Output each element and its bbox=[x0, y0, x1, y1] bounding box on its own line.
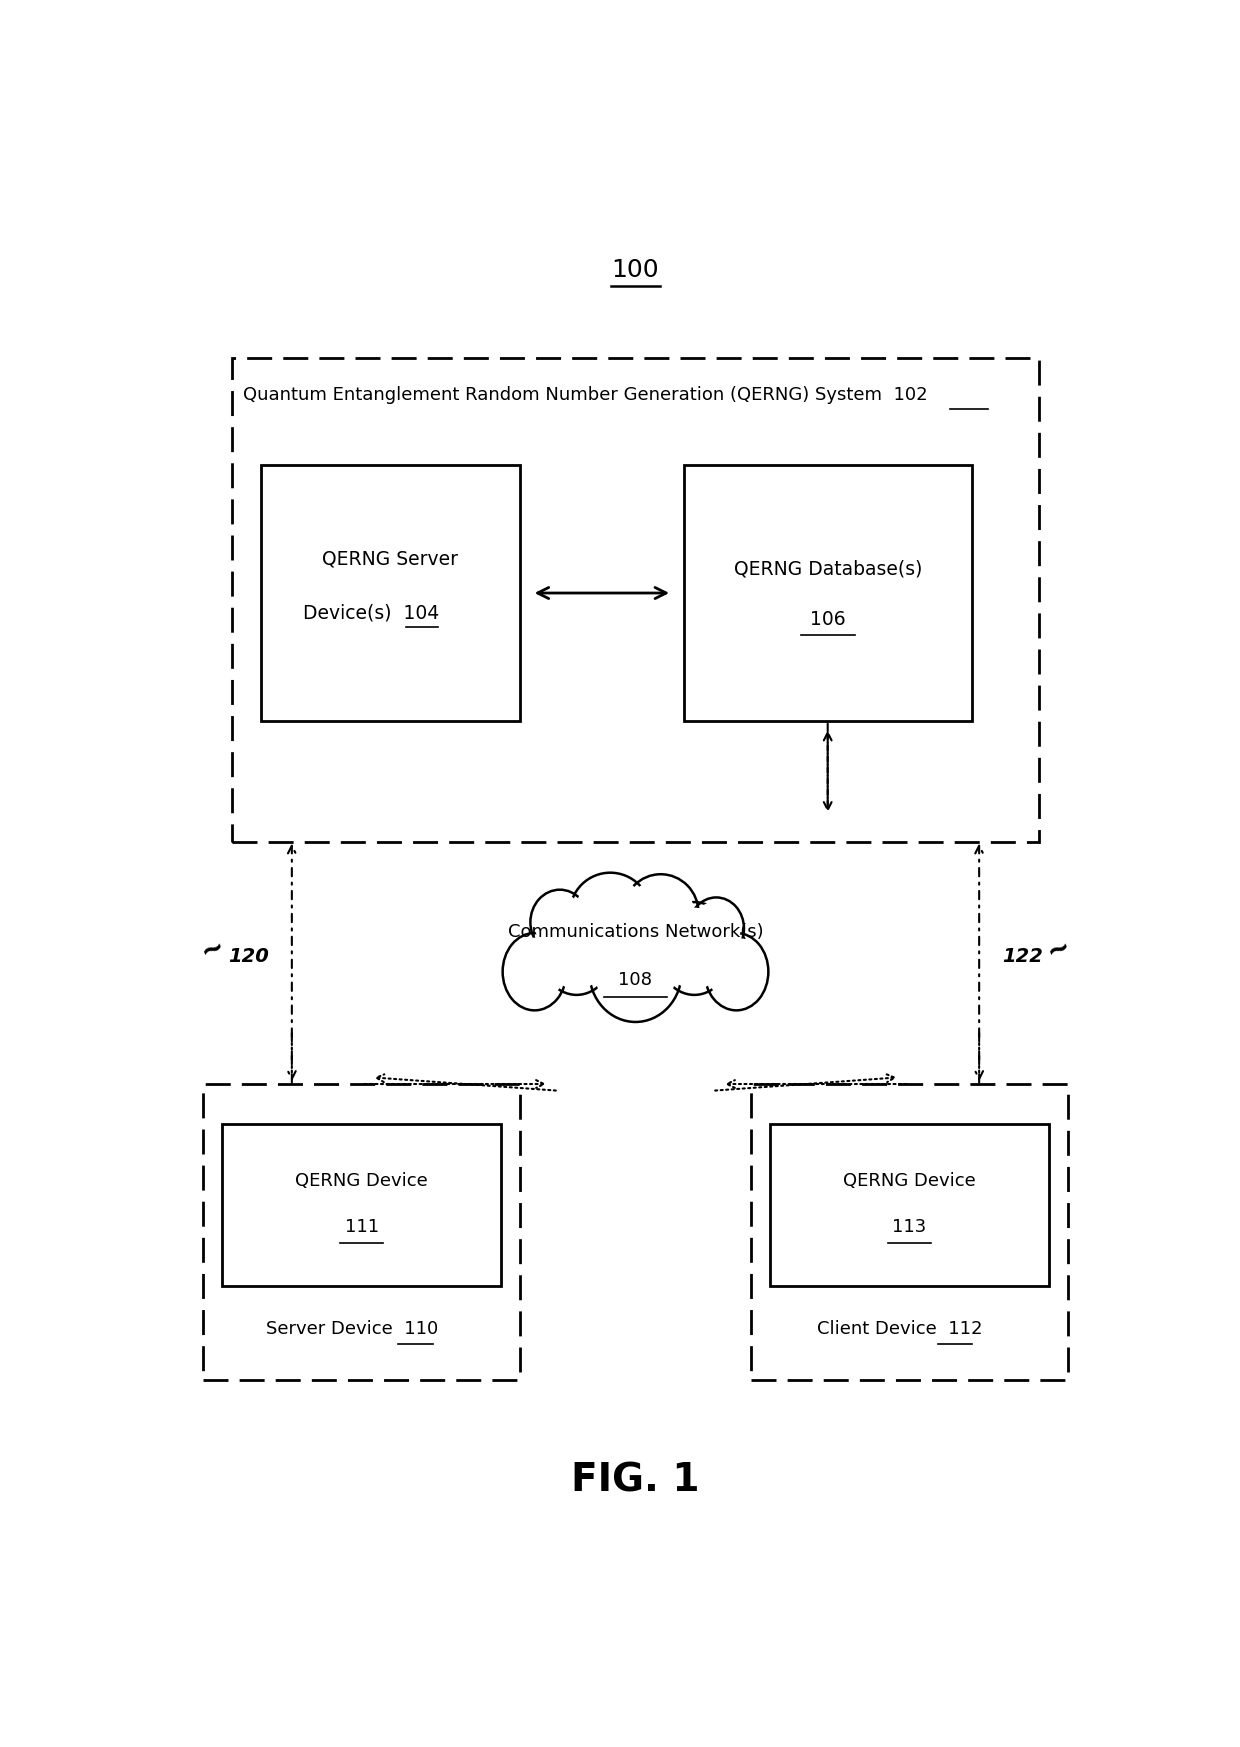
Ellipse shape bbox=[595, 928, 676, 1017]
Text: Quantum Entanglement Random Number Generation (QERNG) System  102: Quantum Entanglement Random Number Gener… bbox=[243, 386, 928, 404]
Ellipse shape bbox=[534, 894, 585, 950]
Ellipse shape bbox=[543, 908, 610, 989]
Bar bbox=[232, 358, 1039, 842]
Text: QERNG Device: QERNG Device bbox=[843, 1172, 976, 1190]
Bar bbox=[203, 1083, 521, 1380]
Text: QERNG Device: QERNG Device bbox=[295, 1172, 428, 1190]
Text: 122: 122 bbox=[1002, 947, 1043, 966]
Ellipse shape bbox=[502, 933, 567, 1010]
Text: ~: ~ bbox=[1043, 933, 1074, 966]
Ellipse shape bbox=[661, 908, 728, 989]
Ellipse shape bbox=[627, 879, 694, 947]
Text: 113: 113 bbox=[893, 1218, 926, 1235]
Text: Communications Network(s): Communications Network(s) bbox=[507, 922, 764, 942]
Text: ~: ~ bbox=[197, 933, 228, 966]
Text: FIG. 1: FIG. 1 bbox=[572, 1462, 699, 1501]
Ellipse shape bbox=[622, 874, 698, 952]
Bar bbox=[683, 465, 972, 722]
Text: QERNG Server: QERNG Server bbox=[322, 550, 459, 570]
Text: 100: 100 bbox=[611, 259, 660, 283]
Ellipse shape bbox=[589, 921, 682, 1022]
Ellipse shape bbox=[692, 901, 740, 956]
Ellipse shape bbox=[575, 877, 646, 949]
Text: 120: 120 bbox=[228, 947, 269, 966]
Ellipse shape bbox=[570, 874, 651, 954]
Ellipse shape bbox=[539, 901, 615, 994]
Text: 111: 111 bbox=[345, 1218, 378, 1235]
Text: Server Device  110: Server Device 110 bbox=[265, 1319, 438, 1338]
Ellipse shape bbox=[656, 901, 732, 994]
Bar bbox=[751, 1083, 1068, 1380]
Ellipse shape bbox=[688, 898, 744, 959]
Text: Device(s)  104: Device(s) 104 bbox=[303, 604, 439, 622]
Text: 108: 108 bbox=[619, 971, 652, 989]
Bar bbox=[222, 1125, 501, 1286]
Bar bbox=[770, 1125, 1049, 1286]
Ellipse shape bbox=[531, 889, 589, 954]
Text: Client Device  112: Client Device 112 bbox=[817, 1319, 982, 1338]
Ellipse shape bbox=[506, 938, 563, 1006]
Text: QERNG Database(s): QERNG Database(s) bbox=[734, 559, 921, 578]
Ellipse shape bbox=[704, 933, 769, 1010]
Bar bbox=[260, 465, 521, 722]
Ellipse shape bbox=[708, 938, 765, 1006]
Text: 106: 106 bbox=[810, 610, 846, 629]
